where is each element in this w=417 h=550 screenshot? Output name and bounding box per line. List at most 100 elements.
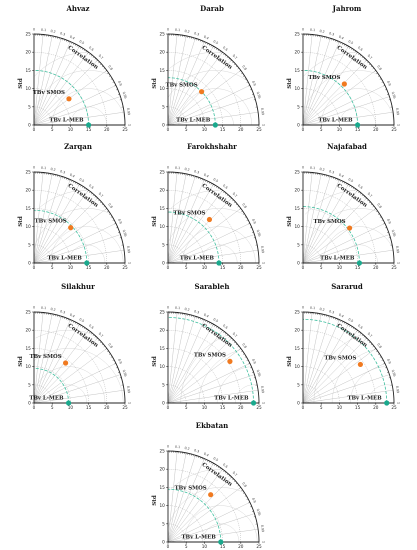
y-tick-label: 15 — [294, 68, 300, 73]
corr-minor-tick — [230, 59, 232, 62]
x-tick-label: 0 — [167, 265, 170, 270]
y-tick-label: 25 — [25, 32, 31, 37]
chart-title: Ahvaz — [65, 4, 89, 13]
corr-minor-tick — [338, 179, 340, 182]
correlation-ray — [167, 528, 259, 543]
corr-minor-tick — [354, 188, 356, 191]
corr-minor-tick — [386, 93, 389, 95]
rms-contour — [34, 51, 89, 77]
corr-tick-label: 0 — [302, 306, 304, 310]
corr-tick-label: 0.9 — [386, 218, 392, 224]
rms-contour — [202, 523, 240, 543]
corr-minor-tick — [64, 39, 66, 41]
corr-tick-label: 0.95 — [391, 229, 397, 237]
corr-minor-tick — [117, 93, 120, 95]
smos-label: TBv SMOS — [194, 352, 226, 358]
smos-point — [346, 225, 353, 231]
correlation-ray — [302, 363, 385, 404]
y-tick-label: 10 — [25, 364, 31, 369]
corr-tick-label: 0.9 — [251, 497, 257, 503]
rms-contour — [302, 70, 378, 123]
corr-minor-tick — [342, 181, 344, 183]
correlation-ray — [167, 184, 214, 264]
corr-minor-tick — [112, 81, 115, 83]
correlation-ray — [302, 319, 340, 404]
corr-minor-tick — [226, 334, 229, 336]
corr-tick-label: 0.6 — [222, 462, 228, 468]
corr-tick-label: 0.3 — [194, 309, 200, 314]
corr-minor-tick — [383, 85, 385, 87]
rms-contour — [216, 366, 250, 404]
corr-minor-tick — [331, 176, 333, 179]
x-tick-label: 20 — [238, 265, 244, 270]
x-tick-label: 10 — [202, 127, 208, 132]
correlation-ray — [167, 324, 214, 404]
corr-minor-tick — [221, 52, 223, 54]
corr-minor-tick — [96, 197, 98, 200]
corr-tick-label: 0.9 — [386, 80, 392, 86]
correlation-ray — [33, 85, 116, 126]
x-tick-label: 5 — [185, 127, 188, 132]
corr-minor-tick — [205, 180, 207, 182]
corr-minor-tick — [217, 327, 220, 330]
corr-minor-tick — [379, 78, 382, 80]
corr-minor-tick — [114, 85, 116, 87]
corr-minor-tick — [370, 203, 373, 206]
std-grid-arc — [302, 348, 358, 404]
correlation-ray — [167, 502, 250, 543]
corr-minor-tick — [199, 457, 201, 459]
corr-minor-tick — [89, 331, 91, 333]
smos-label: TBv SMOS — [35, 219, 67, 225]
correlation-ray — [167, 179, 205, 264]
corr-minor-tick — [228, 475, 231, 477]
corr-minor-tick — [207, 460, 209, 462]
corr-tick-label: 0.99 — [126, 246, 131, 254]
corr-tick-label: 0.2 — [184, 307, 190, 312]
y-tick-label: 5 — [162, 104, 165, 109]
taylor-diagram: Najafabad 0 0.1 0.2 0.30.4 0.50.6 0.70.8 0.9 0.9… — [287, 142, 401, 270]
correlation-ray — [167, 190, 223, 264]
corr-minor-tick — [64, 177, 66, 179]
corr-minor-tick — [214, 325, 216, 327]
corr-minor-tick — [92, 194, 95, 196]
corr-minor-tick — [201, 457, 203, 460]
corr-minor-tick — [235, 65, 238, 68]
x-tick-label: 5 — [185, 265, 188, 270]
corr-minor-tick — [105, 70, 107, 72]
corr-tick-label: 0.4 — [203, 35, 209, 41]
corr-minor-tick — [354, 328, 356, 331]
lmeb-point — [216, 260, 222, 266]
y-tick-label: 25 — [294, 32, 300, 37]
corr-minor-tick — [342, 321, 344, 323]
corr-minor-tick — [360, 54, 362, 57]
corr-minor-tick — [217, 187, 220, 190]
x-tick-label: 20 — [373, 405, 379, 410]
corr-minor-tick — [241, 489, 243, 491]
smos-point — [198, 89, 205, 95]
corr-tick-label: 0.1 — [310, 28, 315, 32]
reference-std-arc — [167, 488, 222, 543]
smos-label: TBv SMOS — [173, 211, 205, 217]
correlation-ray — [167, 374, 255, 404]
x-tick-label: 0 — [167, 405, 170, 410]
corr-minor-tick — [208, 182, 211, 184]
corr-minor-tick — [372, 67, 375, 70]
taylor-panel: Darab 0 0.1 0.2 0.3 0.4 0.5 0.6 0.7 0.8 0.9 0.95 0.9… — [150, 4, 274, 132]
corr-minor-tick — [207, 321, 209, 323]
corr-minor-tick — [250, 506, 252, 508]
correlation-ray — [302, 389, 394, 404]
y-tick-label: 10 — [25, 224, 31, 229]
corr-minor-tick — [103, 67, 106, 70]
correlation-ray — [302, 52, 358, 126]
corr-tick-label: 1 — [397, 262, 401, 264]
y-tick-label: 20 — [159, 50, 165, 55]
corr-tick-label: 0.7 — [98, 192, 104, 198]
correlation-ray — [33, 337, 98, 404]
corr-minor-tick — [80, 47, 82, 49]
corr-minor-tick — [369, 201, 371, 204]
correlation-ray — [302, 85, 385, 126]
corr-minor-tick — [334, 178, 336, 180]
y-tick-label: 20 — [25, 188, 31, 193]
corr-minor-tick — [94, 336, 97, 338]
y-tick-label: 25 — [25, 170, 31, 175]
